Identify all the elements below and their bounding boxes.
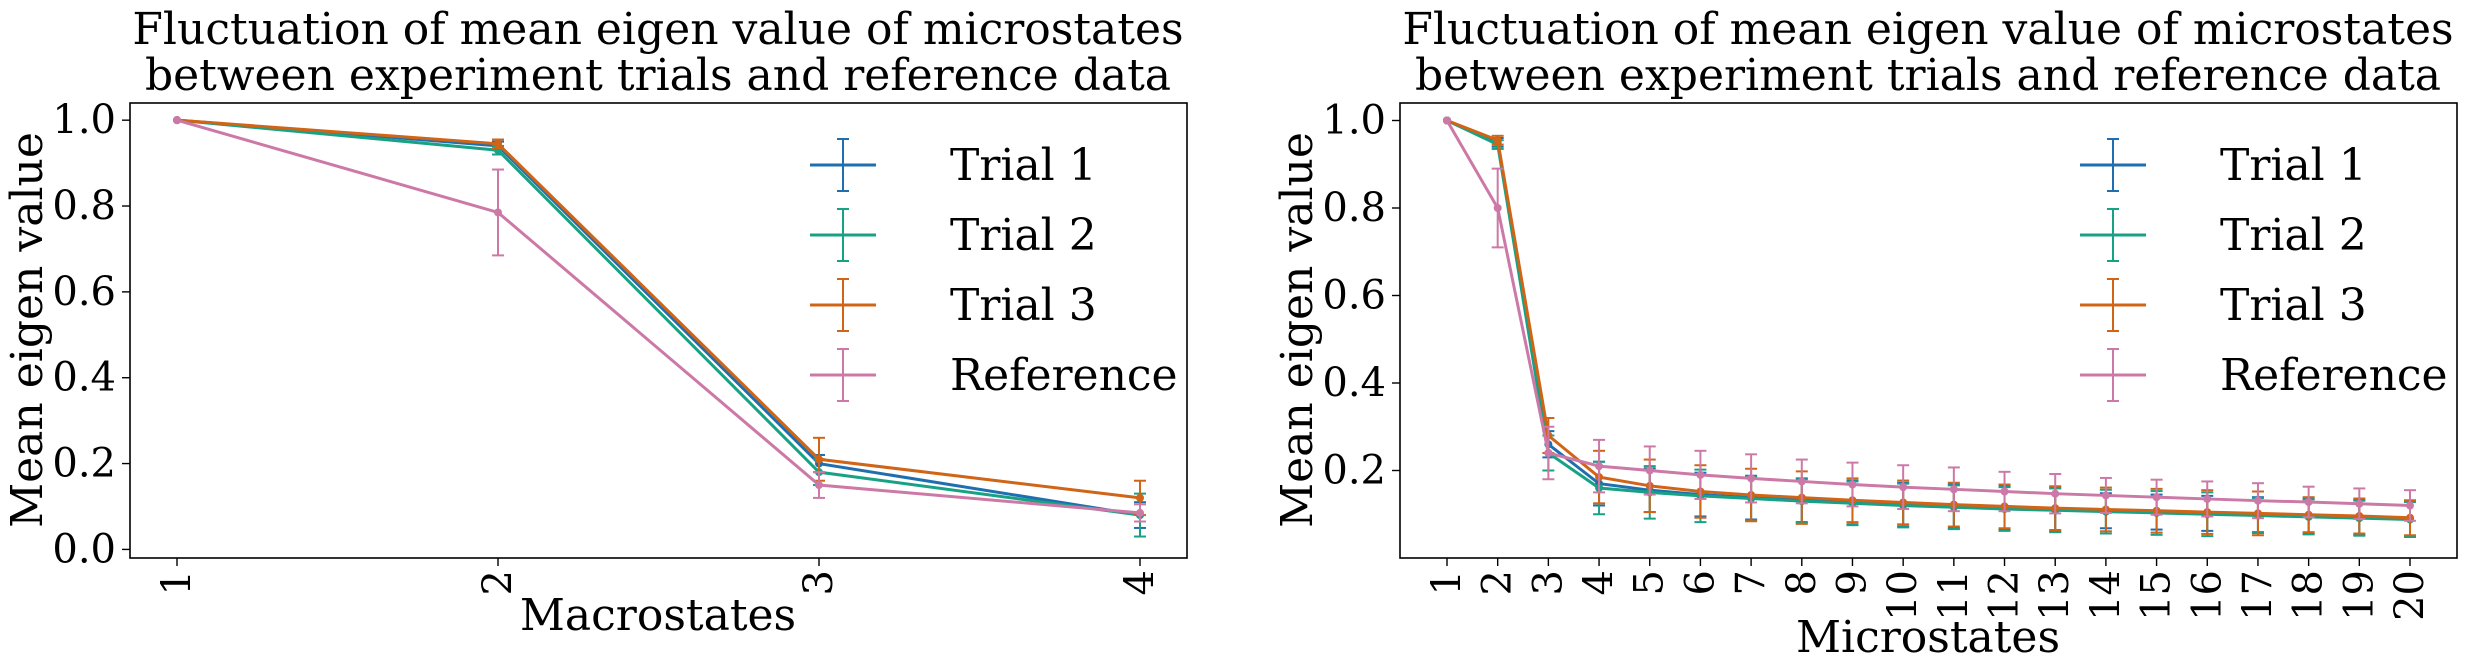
x-tick-label: 19 (2336, 570, 2382, 621)
data-point-reference (1645, 466, 1654, 475)
data-point-reference (815, 481, 823, 490)
data-point-trial-3 (1493, 136, 1502, 145)
data-point-reference (2051, 489, 2060, 498)
data-point-reference (1899, 483, 1908, 492)
data-point-reference (1696, 470, 1705, 479)
legend-label-trial-2: Trial 2 (950, 210, 1097, 261)
chart-title-line: between experiment trials and reference … (1415, 50, 2441, 101)
series-line-trial-3 (176, 118, 1141, 500)
x-tick-label: 16 (2184, 570, 2230, 621)
x-tick-label: 17 (2235, 570, 2281, 621)
chart-title-line: between experiment trials and reference … (145, 50, 1171, 101)
data-point-trial-3 (494, 139, 502, 148)
x-axis-label: Macrostates (520, 590, 796, 641)
x-tick-label: 18 (2286, 570, 2332, 621)
x-axis-label: Microstates (1796, 612, 2060, 663)
data-point-reference (2406, 501, 2414, 510)
x-tick-label: 13 (2032, 570, 2078, 621)
chart-title-line: Fluctuation of mean eigen value of micro… (132, 4, 1183, 55)
legend-label-reference: Reference (2220, 350, 2448, 401)
x-tick-label: 4 (1576, 570, 1622, 595)
x-tick-label: 15 (2134, 570, 2180, 621)
axes-frame (129, 102, 1188, 559)
x-tick-label: 1 (154, 570, 200, 595)
data-point-reference (1949, 485, 1958, 494)
legend-label-trial-3: Trial 3 (950, 280, 1097, 331)
data-point-reference (1544, 449, 1553, 457)
legend-label-trial-2: Trial 2 (2220, 210, 2367, 261)
x-tick-label: 5 (1627, 570, 1673, 595)
x-tick-label: 12 (1982, 570, 2028, 621)
data-point-reference (1595, 462, 1604, 471)
y-tick-label: 1.0 (52, 97, 116, 143)
series-line-reference (176, 118, 1141, 515)
x-tick-label: 2 (475, 570, 521, 595)
data-point-reference (1747, 474, 1756, 483)
chart-title-line: Fluctuation of mean eigen value of micro… (1402, 4, 2453, 55)
data-point-reference (1136, 508, 1144, 517)
data-point-reference (2152, 493, 2161, 502)
y-tick-label: 0.0 (52, 526, 116, 572)
y-tick-label: 0.4 (1322, 360, 1386, 406)
y-tick-label: 0.8 (1322, 185, 1386, 231)
axes-frame (1399, 102, 2458, 559)
series-line-trial-2 (176, 118, 1141, 517)
data-point-reference (1797, 477, 1806, 486)
y-tick-label: 0.8 (52, 183, 116, 229)
legend-label-trial-1: Trial 1 (2220, 140, 2367, 191)
y-axis-label: Mean eigen value (1272, 132, 1323, 528)
x-tick-label: 10 (1880, 570, 1926, 621)
data-point-reference (2253, 496, 2262, 505)
chart-macrostates: Fluctuation of mean eigen value of micro… (2, 4, 1188, 641)
data-point-reference (2355, 499, 2364, 508)
y-tick-label: 0.4 (52, 355, 116, 401)
x-tick-label: 9 (1829, 570, 1875, 595)
x-tick-label: 2 (1475, 570, 1521, 595)
x-tick-label: 11 (1931, 570, 1977, 621)
x-tick-label: 3 (796, 570, 842, 595)
data-point-reference (2203, 494, 2212, 503)
y-tick-label: 0.2 (1322, 448, 1386, 494)
data-point-reference (1848, 480, 1857, 489)
x-tick-label: 8 (1779, 570, 1825, 595)
x-tick-label: 1 (1424, 570, 1470, 595)
series-line-trial-2 (1446, 119, 2411, 521)
x-tick-label: 7 (1728, 570, 1774, 595)
data-point-reference (2304, 498, 2313, 506)
x-tick-label: 4 (1117, 570, 1163, 595)
y-tick-label: 0.2 (52, 441, 116, 487)
data-point-reference (1493, 204, 1502, 212)
series-line-trial-3 (1446, 119, 2411, 520)
data-point-trial-3 (815, 455, 823, 464)
y-axis-label: Mean eigen value (2, 132, 53, 528)
legend-label-reference: Reference (950, 350, 1178, 401)
x-tick-label: 14 (2083, 570, 2129, 621)
data-point-trial-3 (1136, 493, 1144, 502)
x-tick-label: 20 (2387, 570, 2433, 621)
data-point-reference (2000, 487, 2009, 496)
series-line-reference (1445, 119, 2411, 507)
chart-microstates: Fluctuation of mean eigen value of micro… (1272, 4, 2458, 663)
data-point-reference (494, 208, 502, 217)
data-point-reference (173, 116, 181, 125)
data-point-reference (1443, 116, 1451, 125)
x-tick-label: 6 (1677, 570, 1723, 595)
y-tick-label: 0.6 (1322, 273, 1386, 319)
data-point-reference (2101, 491, 2110, 500)
x-tick-label: 3 (1525, 570, 1571, 595)
legend-label-trial-3: Trial 3 (2220, 280, 2367, 331)
legend-label-trial-1: Trial 1 (950, 140, 1097, 191)
y-tick-label: 1.0 (1322, 98, 1386, 144)
y-tick-label: 0.6 (52, 269, 116, 315)
